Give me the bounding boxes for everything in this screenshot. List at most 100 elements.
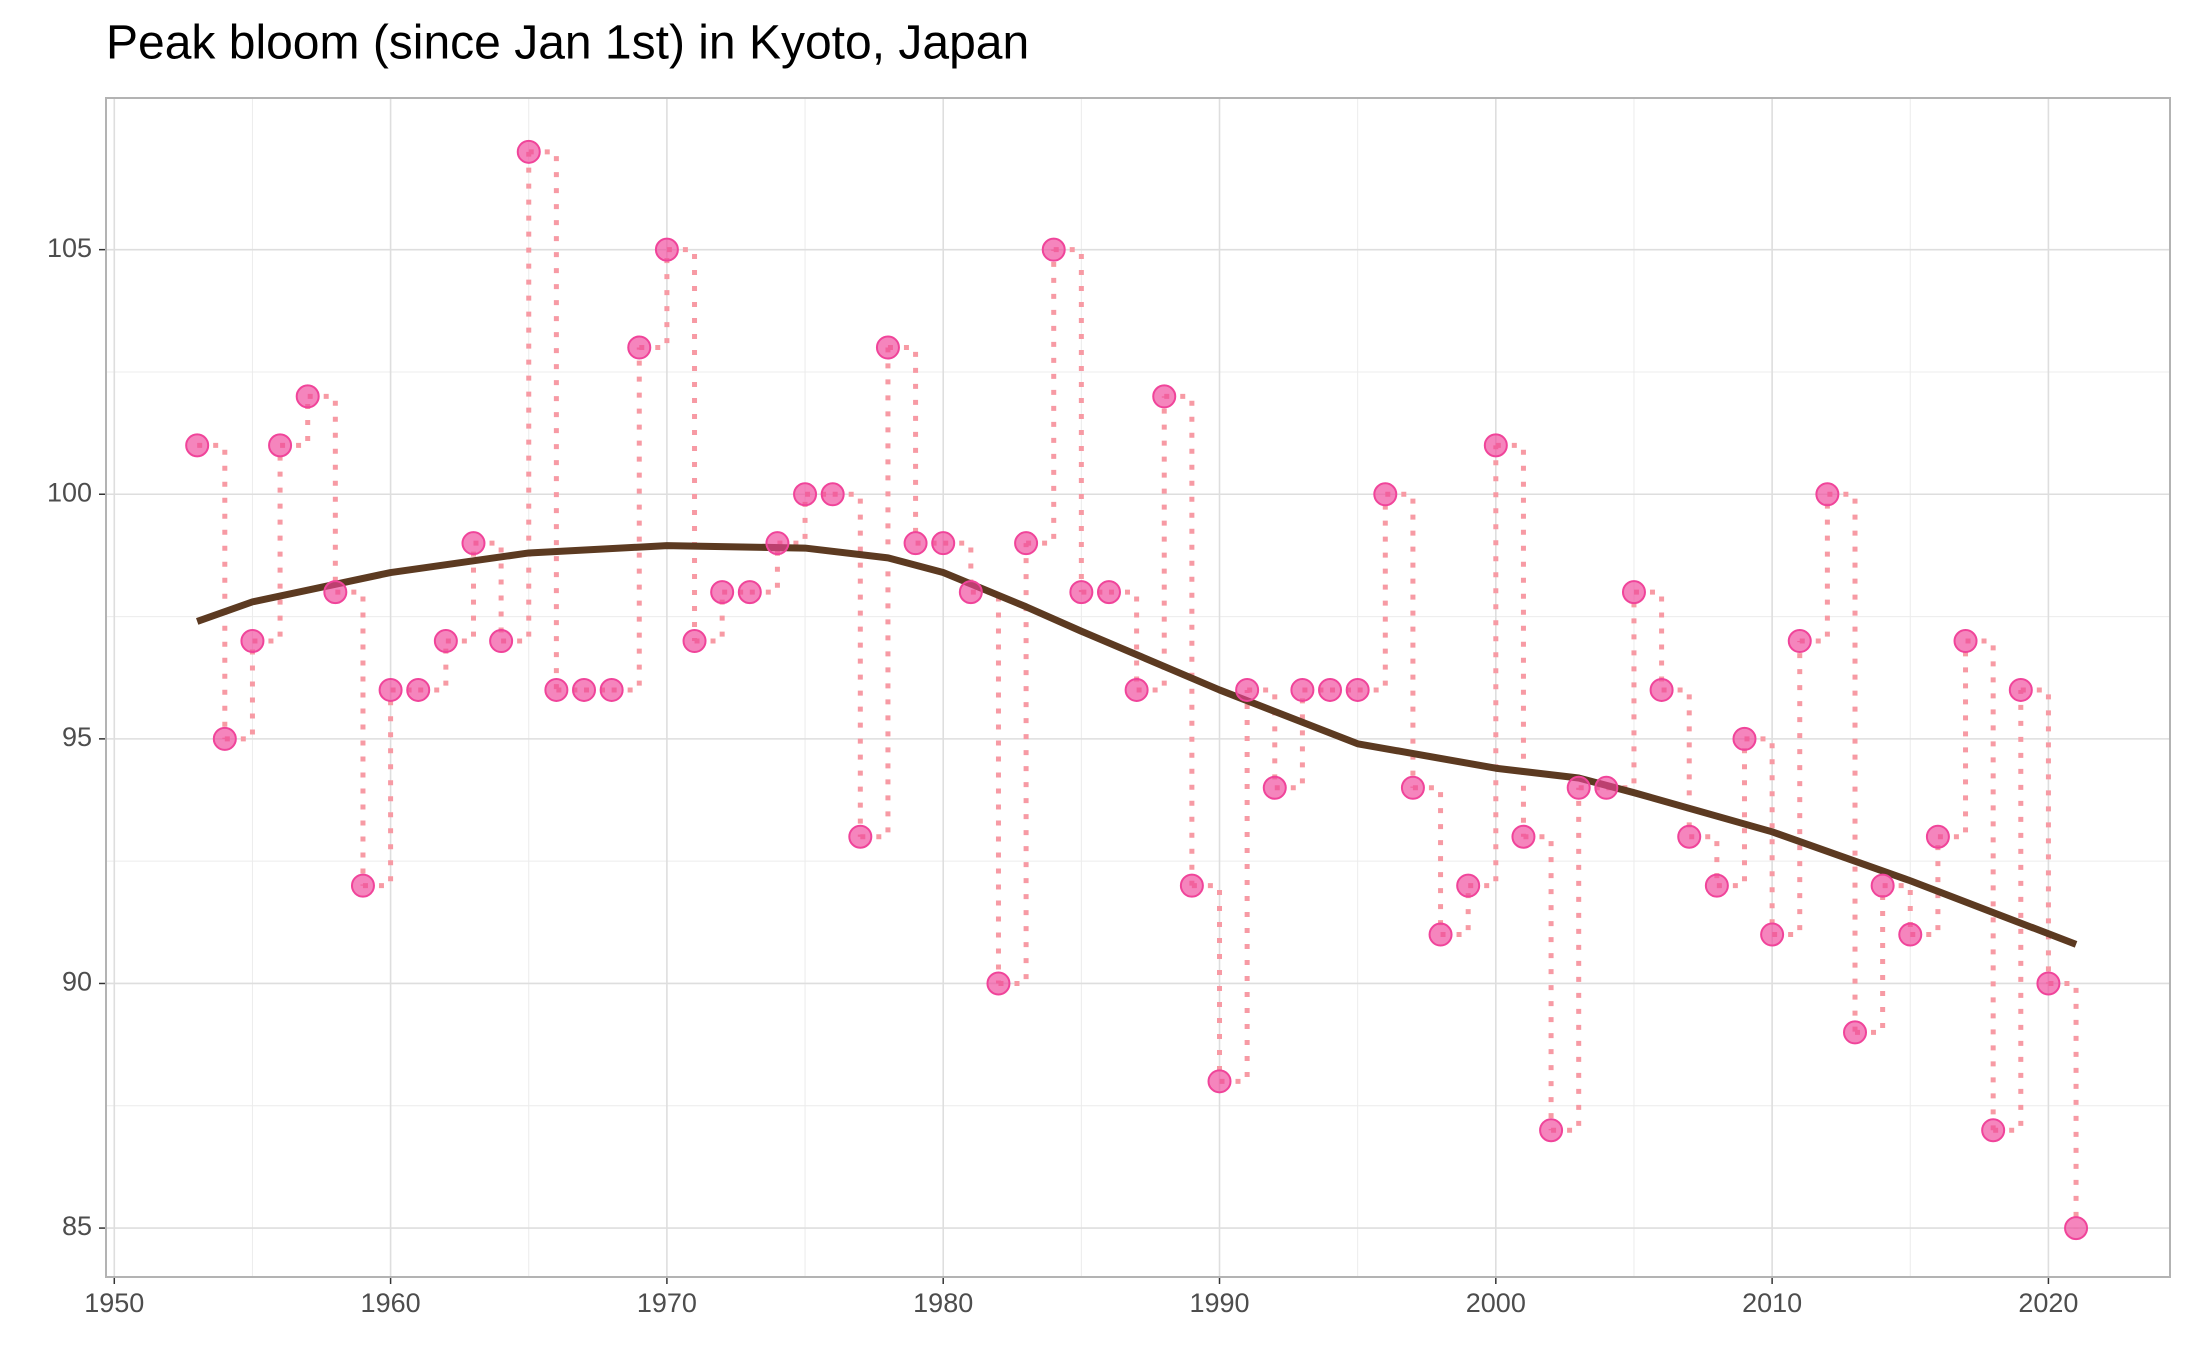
point — [1456, 873, 1481, 898]
step-line — [611, 347, 642, 693]
point — [1373, 482, 1398, 507]
point — [599, 677, 624, 702]
x-tick-label: 1960 — [361, 1288, 421, 1318]
point — [1400, 775, 1425, 800]
step-line — [1606, 592, 1637, 791]
point — [1787, 629, 1812, 654]
step-line — [1827, 491, 1858, 1033]
point — [654, 237, 679, 262]
chart-title: Peak bloom (since Jan 1st) in Kyoto, Jap… — [106, 17, 1029, 70]
point — [1621, 580, 1646, 605]
point — [1539, 1118, 1564, 1143]
point — [1870, 873, 1895, 898]
step-line — [1716, 738, 1747, 889]
y-tick-label: 95 — [62, 722, 92, 752]
point — [406, 677, 431, 702]
step-line — [252, 445, 283, 644]
point — [1179, 873, 1204, 898]
y-tick-label: 105 — [47, 233, 92, 263]
step-line — [501, 151, 532, 644]
point — [433, 629, 458, 654]
point — [848, 824, 873, 849]
point — [1124, 677, 1149, 702]
point — [1760, 922, 1785, 947]
step-line — [224, 641, 255, 742]
point — [1207, 1069, 1232, 1094]
point — [489, 629, 514, 654]
point — [1677, 824, 1702, 849]
point — [820, 482, 845, 507]
point — [1566, 775, 1591, 800]
step-line — [1495, 442, 1526, 837]
step-line — [528, 149, 559, 690]
step-line — [197, 442, 228, 739]
point — [737, 580, 762, 605]
point — [765, 531, 790, 556]
point — [268, 433, 293, 458]
y-tick-label: 100 — [47, 477, 92, 507]
point — [1649, 677, 1674, 702]
point — [240, 629, 265, 654]
x-tick-label: 2000 — [1466, 1288, 1526, 1318]
step-line — [887, 344, 919, 544]
step-line — [1551, 787, 1582, 1133]
step-line — [362, 689, 394, 889]
point — [986, 971, 1011, 996]
step-line — [1772, 641, 1803, 938]
x-tick-label: 1990 — [1189, 1288, 1249, 1318]
point — [1069, 580, 1094, 605]
step-line — [860, 347, 891, 840]
point — [1152, 384, 1177, 409]
point — [461, 531, 486, 556]
point — [1925, 824, 1950, 849]
step-line — [1965, 638, 1996, 1131]
point — [2064, 1216, 2089, 1241]
point — [1732, 726, 1757, 751]
point — [572, 677, 597, 702]
step-line — [970, 589, 1001, 984]
point — [2008, 677, 2033, 702]
point — [1014, 531, 1039, 556]
x-tick-label: 1980 — [913, 1288, 973, 1318]
step-line — [1357, 494, 1388, 693]
x-tick-label: 2020 — [2018, 1288, 2078, 1318]
point — [1290, 677, 1315, 702]
step-line — [1053, 247, 1084, 593]
step-line — [1219, 689, 1250, 1084]
point — [931, 531, 956, 556]
x-tick-label: 1970 — [637, 1288, 697, 1318]
point — [295, 384, 320, 409]
step-line — [1661, 687, 1692, 837]
step-line — [2020, 687, 2051, 984]
point — [1041, 237, 1066, 262]
step-line — [1744, 736, 1775, 935]
point — [903, 531, 928, 556]
point — [1511, 824, 1536, 849]
step-line — [1855, 885, 1886, 1035]
point — [1704, 873, 1729, 898]
point — [682, 629, 707, 654]
point — [323, 580, 348, 605]
point — [1428, 922, 1453, 947]
step-line — [832, 491, 863, 837]
point — [1594, 775, 1619, 800]
step-line — [1026, 249, 1057, 546]
y-tick-label: 85 — [62, 1211, 92, 1241]
step-line — [1136, 396, 1167, 693]
point — [516, 139, 541, 164]
point — [1843, 1020, 1868, 1045]
point — [958, 580, 983, 605]
point — [1815, 482, 1840, 507]
step-line — [1799, 494, 1830, 644]
trend-line — [196, 542, 2078, 948]
point — [1262, 775, 1287, 800]
point — [350, 873, 375, 898]
point — [185, 433, 210, 458]
point — [1898, 922, 1923, 947]
step-line — [666, 247, 698, 642]
point — [710, 580, 735, 605]
point — [1345, 677, 1370, 702]
point — [1096, 580, 1121, 605]
point — [1981, 1118, 2006, 1143]
point — [1483, 433, 1508, 458]
